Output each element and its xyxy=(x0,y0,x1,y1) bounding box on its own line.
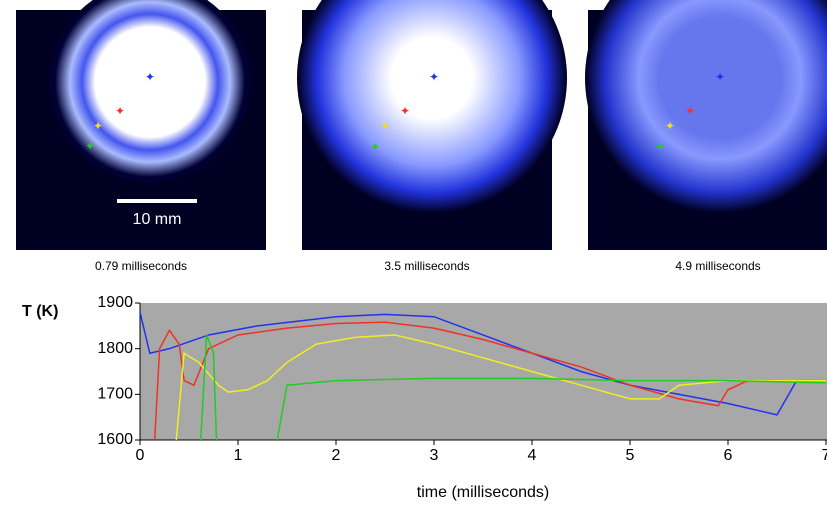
image xyxy=(297,0,567,213)
image xyxy=(585,0,827,213)
svg-text:✦: ✦ xyxy=(429,70,439,84)
svg-text:✦: ✦ xyxy=(370,140,380,154)
y-axis-label: T (K) xyxy=(22,303,58,320)
series-line xyxy=(200,334,827,440)
svg-text:✦: ✦ xyxy=(145,70,155,84)
svg-text:✦: ✦ xyxy=(715,70,725,84)
x-axis-label: time (milliseconds) xyxy=(417,484,549,501)
x-tick-label: 2 xyxy=(332,447,341,464)
svg-text:✦: ✦ xyxy=(115,104,125,118)
image xyxy=(50,0,250,182)
y-tick-label: 1700 xyxy=(97,386,133,403)
x-tick-label: 4 xyxy=(528,447,537,464)
svg-text:✦: ✦ xyxy=(380,119,390,133)
svg-text:✦: ✦ xyxy=(93,119,103,133)
x-tick-label: 0 xyxy=(136,447,145,464)
markers: ✦✦✦✦ ✦✦✦✦ ✦✦✦✦ xyxy=(85,70,725,154)
svg-text:✦: ✦ xyxy=(85,139,95,153)
svg-text:✦: ✦ xyxy=(665,119,675,133)
caption: 4.9 milliseconds xyxy=(675,259,760,273)
x-tick-label: 3 xyxy=(430,447,439,464)
plot-bg xyxy=(140,303,827,440)
caption: 3.5 milliseconds xyxy=(384,259,469,273)
x-tick-label: 5 xyxy=(626,447,635,464)
scale-label: 10 mm xyxy=(133,211,182,228)
svg-text:✦: ✦ xyxy=(655,140,665,154)
y-tick-label: 1800 xyxy=(97,340,133,357)
svg-text:✦: ✦ xyxy=(400,104,410,118)
caption: 0.79 milliseconds xyxy=(95,259,187,273)
svg-text:✦: ✦ xyxy=(685,104,695,118)
x-tick-label: 1 xyxy=(234,447,243,464)
series-line xyxy=(175,334,826,440)
x-tick-label: 7 xyxy=(822,447,827,464)
x-tick-label: 6 xyxy=(724,447,733,464)
y-tick-label: 1600 xyxy=(97,431,133,448)
series-line xyxy=(153,321,826,440)
y-tick-label: 1900 xyxy=(97,294,133,311)
series-line xyxy=(140,311,826,416)
scale-bar xyxy=(117,199,197,203)
